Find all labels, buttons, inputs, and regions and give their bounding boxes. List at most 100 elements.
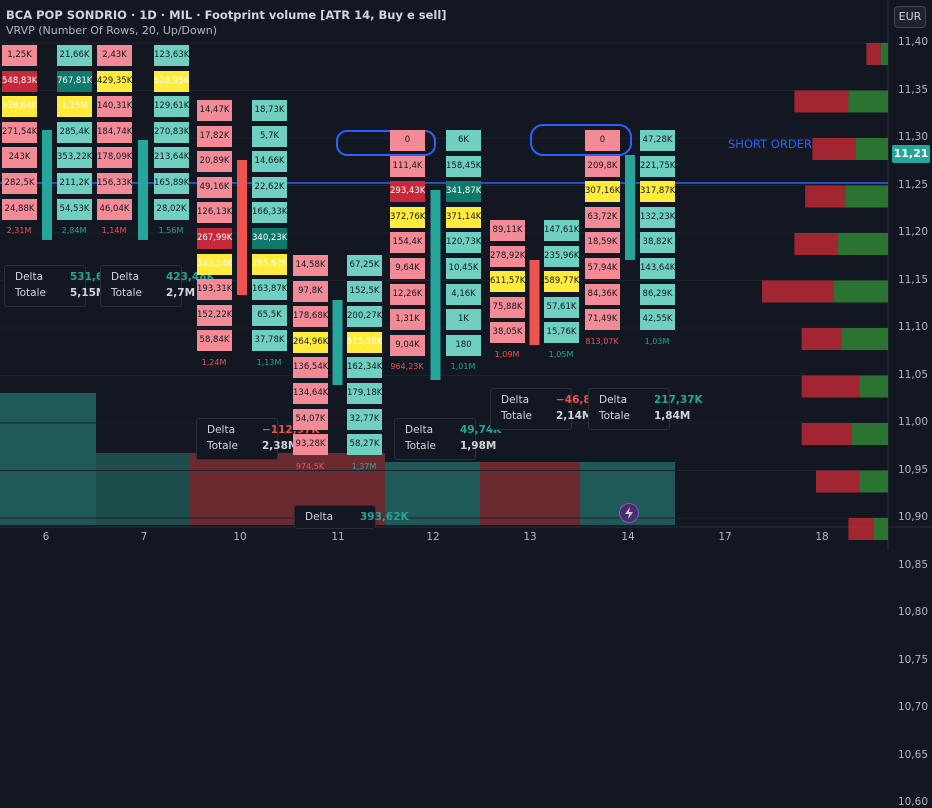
buy-total: 1,13M	[249, 358, 289, 367]
buy-volume-cell: 67,25K	[347, 255, 382, 276]
buy-volume-cell: 6K	[446, 130, 481, 151]
sell-volume-cell: 0	[585, 130, 620, 151]
sell-volume-cell: 548,83K	[2, 71, 37, 92]
buy-total: 1,56M	[151, 226, 191, 235]
currency-button[interactable]: EUR	[894, 6, 926, 28]
buy-volume-cell: 353,22K	[57, 147, 92, 168]
sell-volume-cell: 209,8K	[585, 156, 620, 177]
sell-volume-cell: 243K	[2, 147, 37, 168]
buy-volume-cell: 14,66K	[252, 151, 287, 172]
price-tick: 11,15	[888, 274, 928, 286]
sell-volume-cell: 293,43K	[390, 181, 425, 202]
indicator-label[interactable]: VRVP (Number Of Rows, 20, Up/Down)	[6, 24, 217, 37]
buy-volume-cell: 54,53K	[57, 199, 92, 220]
total-label: Totale	[111, 287, 142, 299]
price-tick: 11,35	[888, 84, 928, 96]
sell-volume-cell: 278,92K	[490, 246, 525, 267]
buy-volume-cell: 47,28K	[640, 130, 675, 151]
buy-volume-cell: 180	[446, 335, 481, 356]
chart-title[interactable]: BCA POP SONDRIO · 1D · MIL · Footprint v…	[6, 8, 447, 22]
sell-volume-cell: 71,49K	[585, 309, 620, 330]
sell-volume-cell: 20,89K	[197, 151, 232, 172]
sell-volume-cell: 9,64K	[390, 258, 425, 279]
sell-volume-cell: 58,84K	[197, 330, 232, 351]
total-value: 1,84M	[654, 410, 690, 422]
total-label: Totale	[207, 440, 238, 452]
sell-total: 1,09M	[487, 350, 527, 359]
buy-volume-cell: 123,63K	[154, 45, 189, 66]
buy-volume-cell: 179,18K	[347, 383, 382, 404]
sell-volume-cell: 184,74K	[97, 122, 132, 143]
price-tick: 11,25	[888, 179, 928, 191]
buy-volume-cell: 295,67K	[252, 254, 287, 275]
lightning-icon[interactable]	[619, 503, 639, 523]
sell-volume-cell: 429,35K	[97, 71, 132, 92]
date-tick: 11	[323, 531, 353, 543]
buy-volume-cell: 38,82K	[640, 232, 675, 253]
price-tick: 11,00	[888, 416, 928, 428]
buy-volume-cell: 213,64K	[154, 147, 189, 168]
buy-total: 2,84M	[54, 226, 94, 235]
buy-volume-cell: 129,61K	[154, 96, 189, 117]
price-tick: 10,65	[888, 749, 928, 761]
buy-volume-cell: 22,62K	[252, 177, 287, 198]
buy-volume-cell: 120,73K	[446, 232, 481, 253]
date-tick: 17	[710, 531, 740, 543]
sell-volume-cell: 12,26K	[390, 284, 425, 305]
buy-volume-cell: 211,2K	[57, 173, 92, 194]
current-price-badge: 11,21	[892, 145, 930, 163]
buy-volume-cell: 589,77K	[544, 271, 579, 292]
sell-volume-cell: 282,5K	[2, 173, 37, 194]
buy-volume-cell: 628,95K	[154, 71, 189, 92]
sell-volume-cell: 372,76K	[390, 207, 425, 228]
sell-volume-cell: 17,82K	[197, 126, 232, 147]
sell-volume-cell: 75,88K	[490, 297, 525, 318]
price-tick: 10,60	[888, 796, 928, 808]
date-tick: 6	[31, 531, 61, 543]
buy-volume-cell: 152,5K	[347, 281, 382, 302]
sell-total: 964,23K	[387, 362, 427, 371]
buy-volume-cell: 37,78K	[252, 330, 287, 351]
sell-volume-cell: 46,04K	[97, 199, 132, 220]
sell-volume-cell: 140,31K	[97, 96, 132, 117]
buy-volume-cell: 200,27K	[347, 306, 382, 327]
price-tick: 10,75	[888, 654, 928, 666]
price-tick: 10,85	[888, 559, 928, 571]
sell-volume-cell: 267,99K	[197, 228, 232, 249]
sell-volume-cell: 49,16K	[197, 177, 232, 198]
sell-volume-cell: 1,25K	[2, 45, 37, 66]
sell-volume-cell: 63,72K	[585, 207, 620, 228]
buy-volume-cell: 1,15M	[57, 96, 92, 117]
buy-volume-cell: 165,89K	[154, 173, 189, 194]
sell-volume-cell: 89,11K	[490, 220, 525, 241]
total-value: 2,14M	[556, 410, 592, 422]
sell-volume-cell: 9,04K	[390, 335, 425, 356]
price-tick: 11,40	[888, 36, 928, 48]
buy-volume-cell: 132,23K	[640, 207, 675, 228]
short-order-annotation[interactable]: SHORT ORDER	[728, 137, 812, 151]
sell-volume-cell: 14,58K	[293, 255, 328, 276]
buy-volume-cell: 21,66K	[57, 45, 92, 66]
buy-total: 1,05M	[541, 350, 581, 359]
delta-label: Delta	[207, 424, 235, 436]
sell-volume-cell: 938,64K	[2, 96, 37, 117]
price-tick: 10,95	[888, 464, 928, 476]
sell-volume-cell: 84,36K	[585, 284, 620, 305]
buy-volume-cell: 10,45K	[446, 258, 481, 279]
buy-volume-cell: 65,5K	[252, 305, 287, 326]
buy-volume-cell: 32,77K	[347, 409, 382, 430]
buy-volume-cell: 163,87K	[252, 279, 287, 300]
buy-volume-cell: 340,23K	[252, 228, 287, 249]
sell-volume-cell: 93,28K	[293, 434, 328, 455]
price-tick: 11,30	[888, 131, 928, 143]
sell-volume-cell: 1,31K	[390, 309, 425, 330]
buy-volume-cell: 166,33K	[252, 202, 287, 223]
buy-volume-cell: 270,83K	[154, 122, 189, 143]
